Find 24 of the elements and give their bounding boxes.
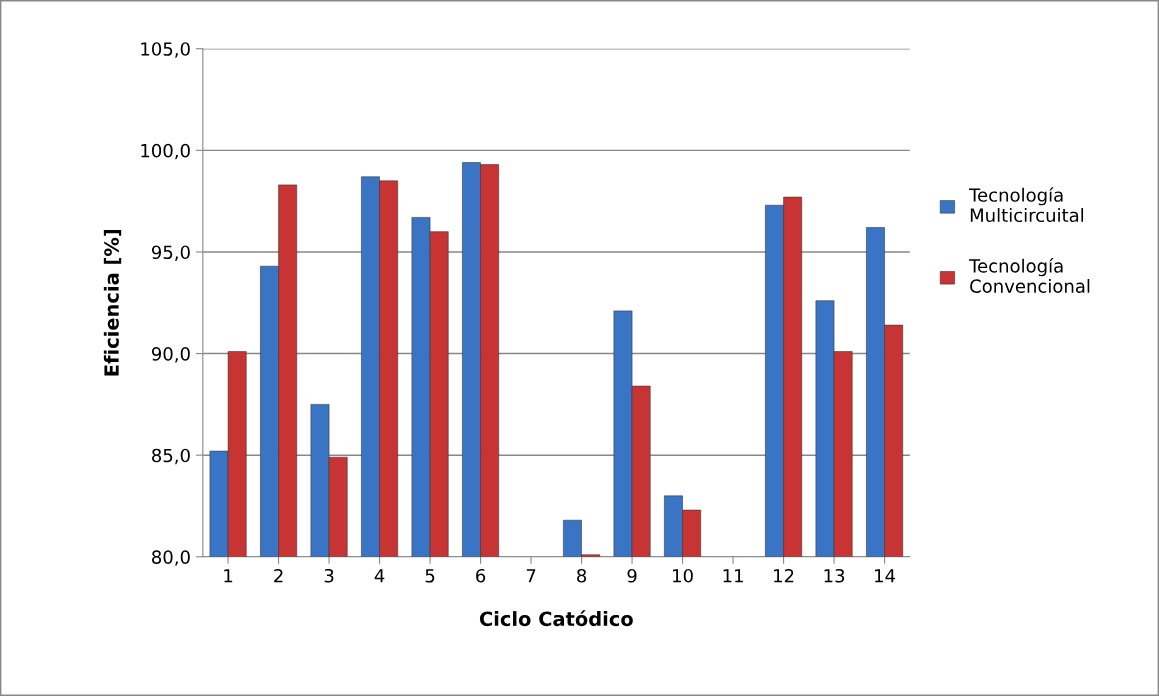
x-tick-label: 1 xyxy=(224,569,233,583)
y-tick-label: 100,0 xyxy=(141,143,190,160)
y-tick-label: 90,0 xyxy=(151,347,190,363)
x-tick-label: 10 xyxy=(673,568,693,583)
x-tick-label: 13 xyxy=(824,568,845,583)
x-tick-label: 4 xyxy=(374,569,385,583)
x-tick-label: 9 xyxy=(627,568,637,583)
y-tick-label: 105,0 xyxy=(141,42,190,58)
y-tick-label: 80,0 xyxy=(152,550,190,566)
y-axis-title: Eficiencia [%] xyxy=(103,229,122,376)
x-tick-label: 7 xyxy=(526,569,536,583)
x-axis-title: Ciclo Catódico xyxy=(479,610,633,627)
x-tick-label: 14 xyxy=(875,569,896,583)
legend-label: Tecnología Multicircuital xyxy=(969,187,1084,223)
x-tick-label: 11 xyxy=(723,569,743,583)
legend-label: Tecnología Convencional xyxy=(969,258,1090,293)
x-tick-label: 12 xyxy=(774,568,794,583)
y-tick-label: 95,0 xyxy=(151,245,190,261)
x-tick-label: 5 xyxy=(425,569,435,583)
x-tick-label: 2 xyxy=(274,568,283,583)
x-tick-label: 6 xyxy=(476,568,486,583)
x-tick-label: 3 xyxy=(324,568,334,583)
y-tick-label: 85,0 xyxy=(152,448,190,465)
x-tick-label: 8 xyxy=(577,568,587,583)
